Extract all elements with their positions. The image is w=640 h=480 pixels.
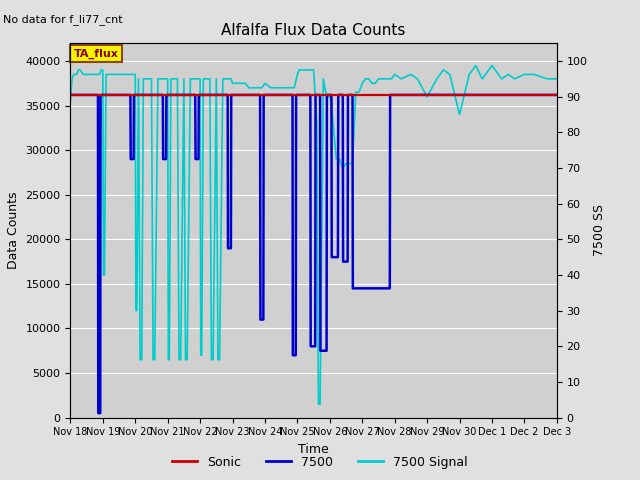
Text: No data for f_li77_cnt: No data for f_li77_cnt	[3, 14, 123, 25]
X-axis label: Time: Time	[298, 443, 329, 456]
Y-axis label: Data Counts: Data Counts	[7, 192, 20, 269]
Legend: Sonic, 7500, 7500 Signal: Sonic, 7500, 7500 Signal	[167, 451, 473, 474]
Title: Alfalfa Flux Data Counts: Alfalfa Flux Data Counts	[221, 23, 406, 38]
Text: TA_flux: TA_flux	[74, 48, 118, 59]
Y-axis label: 7500 SS: 7500 SS	[593, 204, 606, 256]
